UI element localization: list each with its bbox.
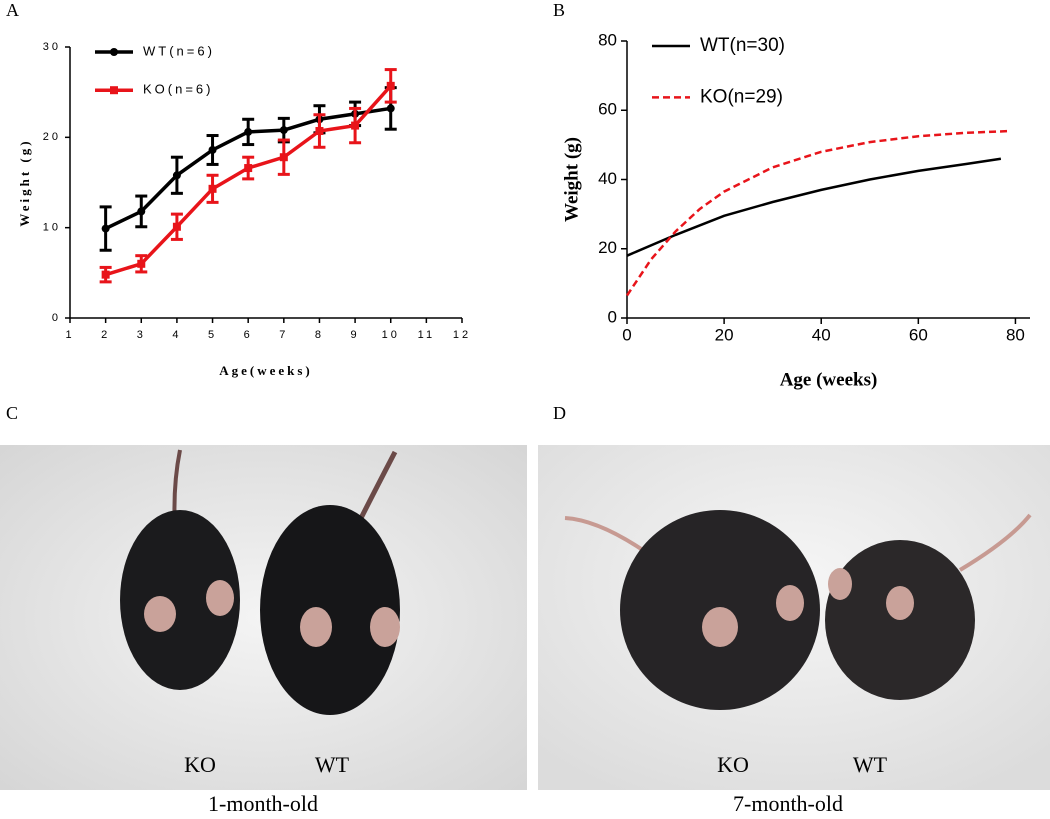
legend-label: KO(n=6) [143, 82, 214, 97]
series-line [626, 157, 1002, 257]
y-tick-label: 0 [608, 307, 617, 326]
x-tick-label: 9 [351, 329, 360, 341]
x-tick-label: 0 [622, 325, 631, 344]
legend-marker [110, 48, 118, 56]
x-tick-label: 4 [172, 329, 181, 341]
photo-d: KO WT [538, 445, 1050, 790]
marker [101, 270, 110, 279]
panel-label: C [6, 403, 18, 423]
x-tick-label: 2 [101, 329, 110, 341]
x-axis-label: Age(weeks) [219, 363, 313, 378]
photo-label: KO [184, 752, 216, 777]
series-line [625, 129, 1011, 297]
marker [386, 104, 395, 113]
photo-caption: 1-month-old [208, 791, 318, 816]
legend-label: WT(n=6) [143, 43, 215, 58]
panel-label: A [6, 0, 19, 20]
y-tick-label: 60 [598, 100, 617, 119]
marker [315, 127, 324, 136]
marker [279, 126, 288, 135]
x-tick-label: 60 [909, 325, 928, 344]
x-axis-label: Age (weeks) [780, 369, 878, 390]
x-tick-label: 7 [279, 329, 288, 341]
photo-c: KO WT [0, 445, 527, 790]
x-tick-label: 40 [812, 325, 831, 344]
legend-marker [110, 86, 118, 95]
y-tick-label: 20 [43, 131, 61, 143]
legend-label: WT(n=30) [700, 35, 785, 56]
marker [244, 127, 253, 136]
marker [101, 224, 110, 233]
x-tick-label: 11 [418, 329, 435, 341]
x-tick-label: 8 [315, 329, 324, 341]
x-tick-label: 12 [453, 329, 471, 341]
y-axis-label: Weight (g) [17, 138, 32, 226]
x-tick-label: 80 [1006, 325, 1025, 344]
marker [279, 153, 288, 162]
x-tick-label: 3 [137, 329, 146, 341]
x-tick-label: 5 [208, 329, 217, 341]
y-axis-label: Weight (g) [561, 137, 582, 222]
x-tick-label: 6 [244, 329, 253, 341]
y-tick-label: 80 [598, 30, 617, 49]
y-tick-label: 40 [598, 169, 617, 188]
marker [137, 207, 146, 216]
y-tick-label: 10 [43, 222, 61, 234]
panel-label: B [553, 0, 565, 20]
photo-label: WT [315, 752, 350, 777]
photo-label: WT [853, 752, 888, 777]
y-tick-label: 30 [43, 41, 61, 53]
marker [244, 164, 253, 173]
x-tick-label: 1 [65, 329, 74, 341]
legend-label: KO(n=29) [700, 86, 783, 107]
marker [172, 222, 181, 231]
marker [137, 259, 146, 268]
x-tick-label: 20 [715, 325, 734, 344]
y-tick-label: 20 [598, 238, 617, 257]
x-tick-label: 10 [382, 329, 400, 341]
photo-label: KO [717, 752, 749, 777]
photo-caption: 7-month-old [733, 791, 843, 816]
panel-label: D [553, 403, 566, 423]
marker [208, 184, 217, 193]
marker [386, 81, 395, 90]
y-tick-label: 0 [52, 312, 61, 324]
marker [208, 145, 217, 154]
marker [172, 171, 181, 180]
marker [351, 121, 360, 130]
